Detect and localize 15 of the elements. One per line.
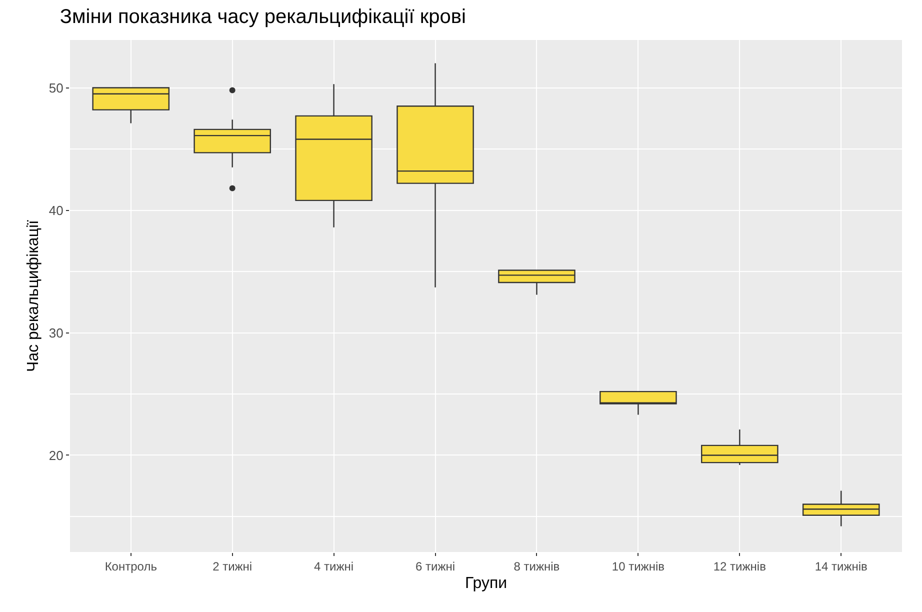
- y-axis-title: Час рекальцифікації: [24, 219, 42, 372]
- y-tick-label: 40: [48, 202, 64, 218]
- x-tick-label: 4 тижні: [314, 559, 354, 574]
- chart-title: Зміни показника часу рекальцифікації крові: [60, 6, 466, 28]
- y-tick-label: 30: [48, 325, 64, 340]
- x-tick-label: 12 тижнів: [713, 559, 766, 574]
- x-tick-label: 2 тижні: [212, 559, 252, 574]
- y-tick-label: 50: [48, 80, 64, 96]
- y-tick-label: 20: [48, 448, 64, 463]
- x-tick-label: Контроль: [104, 559, 157, 574]
- x-tick-label: 14 тижнів: [814, 559, 868, 574]
- x-axis-title: Групи: [464, 575, 508, 592]
- x-tick-label: 8 тижнів: [514, 559, 560, 574]
- x-tick-label: 6 тижні: [416, 559, 456, 574]
- x-tick-label: 10 тижнів: [612, 559, 664, 574]
